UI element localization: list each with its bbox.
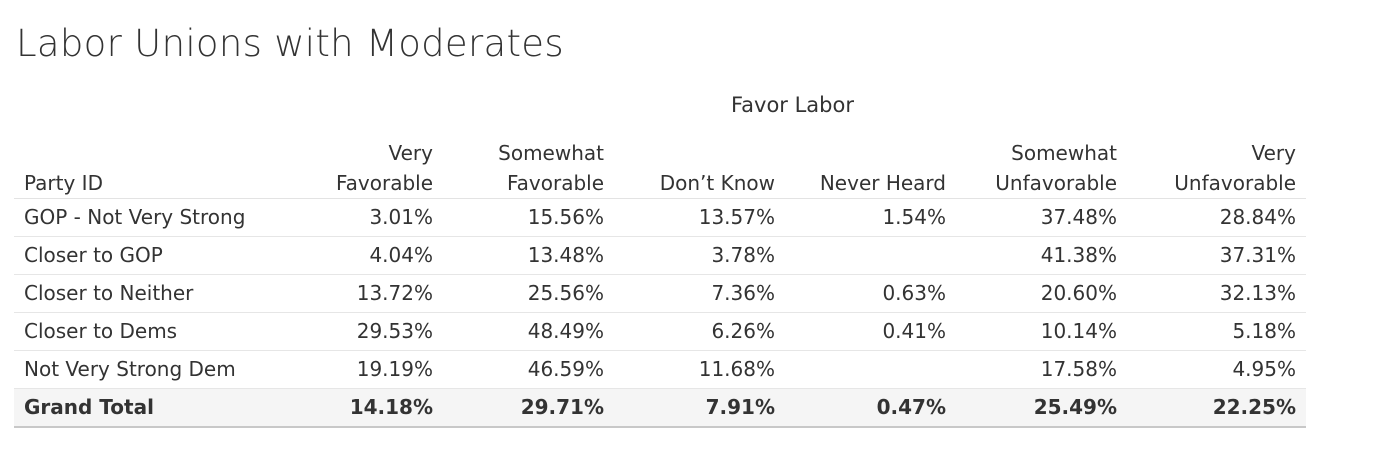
column-header-line: Very: [1251, 141, 1297, 165]
value-cell: 48.49%: [443, 312, 614, 351]
column-header-line: Somewhat: [1011, 141, 1117, 165]
value-cell: 1.54%: [785, 198, 956, 237]
column-header-line: Never Heard: [819, 171, 946, 195]
value-cell: 15.56%: [443, 198, 614, 237]
table-body: GOP - Not Very Strong 3.01% 15.56% 13.57% 1.…: [14, 198, 1306, 428]
header-row: Party ID Very Favorable Somewhat Favorable D…: [14, 134, 1306, 199]
column-header: Somewhat Favorable: [443, 134, 614, 199]
row-header-label: Party ID: [14, 134, 315, 199]
value-cell: 14.18%: [315, 388, 443, 428]
column-header-line: Don’t Know: [659, 171, 775, 195]
value-cell: 37.31%: [1127, 236, 1306, 275]
row-label: GOP - Not Very Strong: [14, 198, 315, 237]
value-cell: 13.48%: [443, 236, 614, 275]
column-header-line: Favorable: [506, 171, 604, 195]
row-label: Closer to Neither: [14, 274, 315, 313]
column-header-line: Very: [388, 141, 434, 165]
value-cell: 29.71%: [443, 388, 614, 428]
column-header-line: Favorable: [335, 171, 433, 195]
value-cell: 37.48%: [956, 198, 1127, 237]
value-cell: 0.41%: [785, 312, 956, 351]
value-cell: 20.60%: [956, 274, 1127, 313]
column-header: Never Heard: [785, 134, 956, 199]
value-cell: 19.19%: [315, 350, 443, 389]
value-cell: 6.26%: [614, 312, 785, 351]
value-cell: 17.58%: [956, 350, 1127, 389]
value-cell: 11.68%: [614, 350, 785, 389]
row-label: Not Very Strong Dem: [14, 350, 315, 389]
value-cell: [785, 350, 956, 389]
value-cell: 7.36%: [614, 274, 785, 313]
value-cell: 25.49%: [956, 388, 1127, 428]
grand-total-row: Grand Total 14.18% 29.71% 7.91% 0.47% 25.49% 2…: [14, 388, 1306, 428]
value-cell: [785, 236, 956, 275]
table-row: Not Very Strong Dem 19.19% 46.59% 11.68% 17.…: [14, 350, 1306, 389]
chart-title: Labor Unions with Moderates: [16, 22, 564, 65]
row-label: Closer to Dems: [14, 312, 315, 351]
value-cell: 5.18%: [1127, 312, 1306, 351]
value-cell: 13.72%: [315, 274, 443, 313]
value-cell: 25.56%: [443, 274, 614, 313]
table-row: Closer to Neither 13.72% 25.56% 7.36% 0.63% 2…: [14, 274, 1306, 313]
table-row: Closer to GOP 4.04% 13.48% 3.78% 41.38% 37.31…: [14, 236, 1306, 275]
value-cell: 10.14%: [956, 312, 1127, 351]
value-cell: 28.84%: [1127, 198, 1306, 237]
row-label: Grand Total: [14, 388, 315, 428]
table-row: Closer to Dems 29.53% 48.49% 6.26% 0.41% 10.1…: [14, 312, 1306, 351]
value-cell: 3.78%: [614, 236, 785, 275]
value-cell: 0.47%: [785, 388, 956, 428]
column-header-line: Unfavorable: [995, 171, 1117, 195]
value-cell: 46.59%: [443, 350, 614, 389]
table-row: GOP - Not Very Strong 3.01% 15.56% 13.57% 1.…: [14, 198, 1306, 237]
column-header: Somewhat Unfavorable: [956, 134, 1127, 199]
value-cell: 7.91%: [614, 388, 785, 428]
value-cell: 29.53%: [315, 312, 443, 351]
value-cell: 22.25%: [1127, 388, 1306, 428]
row-label: Closer to GOP: [14, 236, 315, 275]
value-cell: 3.01%: [315, 198, 443, 237]
column-header-line: Unfavorable: [1174, 171, 1296, 195]
value-cell: 13.57%: [614, 198, 785, 237]
value-cell: 4.04%: [315, 236, 443, 275]
value-cell: 4.95%: [1127, 350, 1306, 389]
crosstab-table: Party ID Very Favorable Somewhat Favorable D…: [14, 134, 1306, 428]
value-cell: 0.63%: [785, 274, 956, 313]
column-header: Don’t Know: [614, 134, 785, 199]
value-cell: 32.13%: [1127, 274, 1306, 313]
column-header-line: Somewhat: [498, 141, 604, 165]
column-header: Very Unfavorable: [1127, 134, 1306, 199]
value-cell: 41.38%: [956, 236, 1127, 275]
column-group-header: Favor Labor: [731, 93, 854, 117]
column-header: Very Favorable: [315, 134, 443, 199]
